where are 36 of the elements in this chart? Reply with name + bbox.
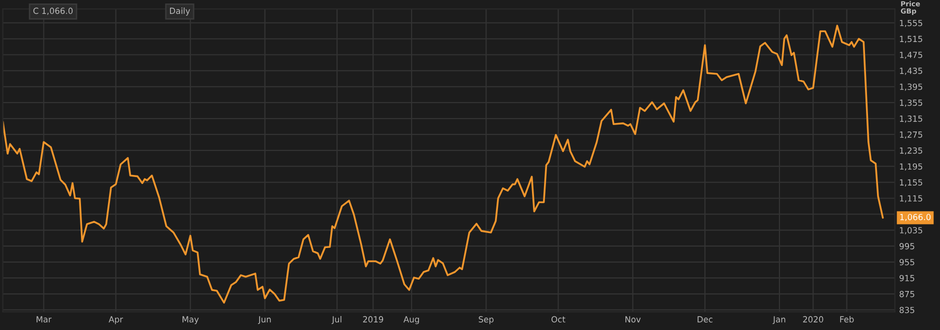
y-tick-label: 1,195 [900, 163, 922, 170]
x-tick-label: Nov [625, 316, 641, 322]
y-tick-label: 1,515 [900, 36, 922, 43]
y-tick-label: 1,435 [900, 68, 922, 75]
y-tick-label: 1,355 [900, 100, 922, 107]
y-tick-label: 955 [900, 259, 914, 266]
x-tick-label: Sep [478, 316, 494, 324]
x-tick-label: Feb [840, 316, 854, 322]
y-tick-label: 1,395 [900, 84, 922, 91]
y-tick-label: 1,035 [900, 227, 922, 234]
x-tick-label: Jun [258, 316, 271, 324]
annotation: Daily [170, 8, 190, 16]
y-tick-label: 1,235 [900, 147, 922, 155]
y-tick-label: 1,275 [900, 131, 922, 139]
y-tick-label: 1,115 [900, 195, 922, 202]
x-tick-label: Jul [332, 316, 342, 324]
annotation: C 1,066.0 [33, 8, 73, 15]
x-tick-label: Mar [36, 316, 52, 322]
y-tick-label: 915 [900, 274, 914, 282]
x-tick-label: May [182, 316, 199, 324]
x-tick-label: 2019 [363, 316, 384, 322]
y-tick-label: 1,555 [900, 20, 922, 27]
y-tick-label: 995 [900, 243, 914, 250]
y-tick-label: 875 [900, 290, 914, 298]
line-series [2, 24, 884, 304]
y-tick-label: 835 [900, 306, 914, 314]
x-tick-label: Dec [698, 316, 712, 322]
x-tick-label: Oct [552, 316, 566, 322]
text: 1,066.0 [900, 214, 931, 222]
x-tick-label: 2020 [803, 316, 824, 322]
y-tick-label: 1,315 [900, 116, 922, 123]
y-tick-label: 1,155 [900, 179, 922, 186]
x-tick-label: Aug [404, 316, 419, 324]
x-tick-label: Apr [108, 316, 124, 324]
y-tick-label: 1,475 [900, 52, 922, 59]
x-tick-label: Jan [772, 316, 786, 324]
